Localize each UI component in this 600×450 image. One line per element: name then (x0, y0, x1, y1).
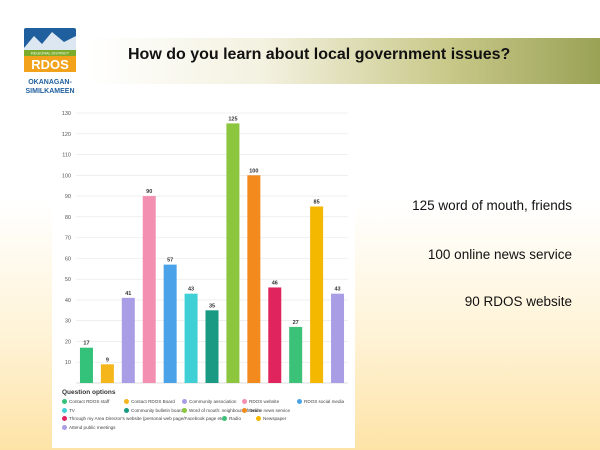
legend-item: Radio (222, 416, 241, 421)
bar-chart: 10 20 30 40 50 60 70 80 90 100 110 120 130 17 9 41 90 57 4… (62, 111, 348, 384)
legend-swatch (62, 424, 67, 430)
y-tick-label: 90 (65, 194, 71, 200)
y-tick-label: 100 (62, 173, 71, 179)
bar-5 (163, 264, 177, 383)
legend-item: Word of mouth: neighbours, friends (182, 407, 261, 413)
bar-10 (268, 287, 282, 383)
legend-item: Contact RDOS staff (62, 399, 109, 404)
legend-item: TV (62, 407, 75, 413)
legend-label: TV (69, 407, 75, 413)
bar-1 (79, 347, 93, 383)
logo-line3: SIMILKAMEEN (26, 88, 75, 95)
legend-swatch (182, 407, 187, 413)
data-label: 125 (228, 116, 237, 122)
logo-brand: RDOS (31, 57, 69, 72)
legend-label: Radio (229, 416, 242, 421)
bar-7 (205, 310, 219, 383)
y-tick-label: 30 (65, 319, 71, 325)
data-label: 43 (334, 287, 340, 293)
summary-line-2: 100 online news service (427, 247, 572, 262)
slide-title: How do you learn about local government … (128, 46, 511, 63)
legend-label: RDOS social media (304, 399, 345, 404)
legend-swatch (256, 416, 261, 421)
legend-item: Newspaper (256, 416, 286, 421)
data-label: 90 (146, 189, 152, 195)
rdos-logo-graphic: REGIONAL DISTRICT RDOS OKANAGAN- SIMILKA… (24, 28, 76, 95)
bar-9 (247, 175, 261, 383)
legend-label: Attend public meetings (69, 424, 116, 430)
y-tick-label: 110 (62, 153, 71, 159)
data-label: 9 (106, 357, 109, 363)
y-tick-label: 10 (65, 360, 71, 366)
legend-label: Word of mouth: neighbours, friends (189, 407, 261, 413)
legend-label: Community association (189, 399, 237, 404)
logo-band (24, 50, 76, 56)
summary-line-3: 90 RDOS website (464, 294, 572, 309)
bar-11 (289, 326, 303, 383)
bar-13 (331, 293, 345, 383)
data-label: 100 (249, 168, 258, 174)
legend-swatch (124, 399, 129, 404)
summary-line-1: 125 word of mouth, friends (412, 198, 572, 213)
y-tick-label: 130 (62, 111, 71, 117)
bar-2 (100, 364, 114, 383)
y-tick-label: 40 (65, 298, 71, 304)
data-label: 41 (125, 291, 131, 297)
legend-label: Newspaper (263, 416, 287, 421)
data-label: 17 (83, 341, 89, 347)
legend-item: Community association (182, 399, 237, 404)
legend-item: Online news service (242, 407, 291, 413)
y-tick-label: 60 (65, 256, 71, 262)
data-label: 27 (293, 320, 299, 326)
legend-swatch (222, 416, 227, 421)
header-bar (86, 38, 600, 84)
legend-swatch (242, 407, 247, 413)
legend-label: Online news service (249, 407, 291, 413)
legend-label: Contact RDOS staff (69, 399, 110, 404)
bar-12 (310, 206, 324, 383)
data-label: 57 (167, 258, 173, 264)
y-tick-label: 20 (65, 339, 71, 345)
legend-swatch (124, 407, 129, 413)
legend-swatch (297, 399, 302, 404)
legend-item: Contact RDOS Board (124, 399, 175, 404)
legend-label: Through my Area Director's website (pers… (69, 416, 226, 421)
y-tick-label: 70 (65, 236, 71, 242)
legend-item: RDOS social media (297, 399, 344, 404)
data-label: 85 (314, 199, 320, 205)
legend-item: Community bulletin board (124, 407, 184, 413)
legend-swatch (62, 399, 67, 404)
data-label: 46 (272, 280, 278, 286)
legend-item: Attend public meetings (62, 424, 116, 430)
y-tick-label: 50 (65, 277, 71, 283)
bar-3 (121, 297, 135, 383)
rdos-logo: REGIONAL DISTRICT RDOS OKANAGAN- SIMILKA… (20, 28, 80, 108)
legend-label: RDOS website (249, 399, 280, 404)
logo-line1: REGIONAL DISTRICT (31, 52, 70, 56)
legend-swatch (242, 399, 247, 404)
legend-swatch (62, 416, 67, 421)
legend-item: Through my Area Director's website (pers… (62, 416, 225, 421)
logo-mountains (24, 32, 76, 50)
bar-4 (142, 196, 156, 383)
legend-swatch (62, 407, 67, 413)
legend-swatch (182, 399, 187, 404)
bar-6 (184, 293, 198, 383)
legend-item: RDOS website (242, 399, 279, 404)
data-label: 43 (188, 287, 194, 293)
legend-title: Question options (62, 389, 116, 396)
legend-label: Community bulletin board (131, 407, 184, 413)
data-label: 35 (209, 303, 215, 309)
y-tick-label: 80 (65, 215, 71, 221)
bar-8 (226, 123, 240, 383)
logo-line2: OKANAGAN- (28, 79, 72, 86)
logo-base (24, 56, 76, 72)
chart-panel: 10 20 30 40 50 60 70 80 90 100 110 120 130 17 9 41 90 57 4… (52, 103, 355, 448)
y-tick-label: 120 (62, 132, 71, 138)
legend-label: Contact RDOS Board (131, 399, 175, 404)
